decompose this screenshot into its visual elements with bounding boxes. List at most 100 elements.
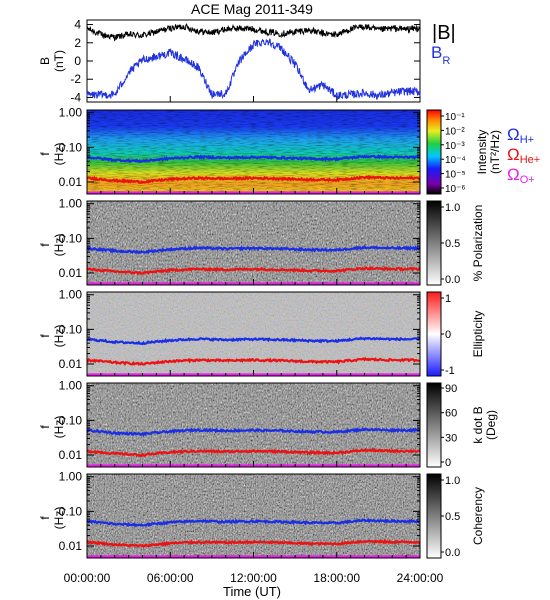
spectrogram-texture-blue bbox=[87, 292, 420, 376]
colorbar-tick-label: 0.5 bbox=[445, 238, 460, 250]
colorbar-unit: (nT²/Hz) bbox=[488, 130, 502, 174]
y-tick-label: 0.01 bbox=[59, 539, 83, 553]
field-y-tick-label: 4 bbox=[74, 18, 81, 32]
x-axis-label: Time (UT) bbox=[223, 584, 281, 599]
colorbar-tick-label: 0 bbox=[445, 329, 451, 341]
colorbar-polarization bbox=[426, 200, 442, 286]
omega-h-line bbox=[87, 336, 420, 346]
field-panel-frame bbox=[86, 19, 421, 103]
y-tick-label: 1.00 bbox=[59, 288, 83, 302]
legend-omega-o-symbol: Ω bbox=[507, 165, 520, 184]
x-tick-label: 06:00:00 bbox=[147, 571, 194, 585]
y-tick-label: 1.00 bbox=[59, 106, 83, 120]
panel-y-unit: (Hz) bbox=[52, 143, 66, 166]
panel-y-label: f bbox=[38, 243, 52, 247]
y-tick-label: 0.01 bbox=[59, 175, 83, 189]
legend-omega-he-sub: He+ bbox=[520, 154, 541, 166]
colorbar-unit: (Deg) bbox=[484, 410, 498, 440]
panel-y-label: f bbox=[38, 516, 52, 520]
colorbar-kdotb bbox=[426, 382, 442, 468]
panel-y-unit: (Hz) bbox=[52, 234, 66, 257]
colorbar-intensity bbox=[426, 109, 442, 195]
field-y-unit: (nT) bbox=[52, 50, 66, 72]
colorbar-ellipticity bbox=[426, 291, 442, 377]
gyro-legend: ΩH+ ΩHe+ ΩO+ bbox=[507, 125, 540, 186]
colorbar-tick-label: 1 bbox=[445, 293, 451, 305]
legend-omega-o-sub: O+ bbox=[520, 174, 535, 186]
chart-title: ACE Mag 2011-349 bbox=[191, 1, 313, 17]
spectral-panel-polarization: 1.00 0.10 0.01 f (Hz) 1.0 0.5 0.0 % Polarization bbox=[38, 197, 485, 286]
x-tick-label: 00:00:00 bbox=[64, 571, 111, 585]
field-y-tick-label: -2 bbox=[70, 72, 81, 86]
spectrogram-polarization bbox=[87, 201, 420, 285]
spectrogram-texture bbox=[87, 110, 420, 194]
spectral-panels: 1.000.100.01f (Hz)10⁻¹10⁻²10⁻³10⁻⁴10⁻⁵10⁻… bbox=[38, 106, 502, 559]
colorbar-tick-label: 30 bbox=[445, 432, 457, 444]
colorbar-tick-label: 10⁻³ bbox=[445, 141, 465, 152]
legend-omega-h-sub: H+ bbox=[520, 134, 534, 146]
field-panel: 420-2-4 B (nT) |B| BR bbox=[38, 18, 456, 105]
omega-he-line bbox=[87, 356, 420, 366]
colorbar-tick-label: 0 bbox=[445, 457, 451, 469]
panel-y-label: f bbox=[38, 152, 52, 156]
field-y-label: B bbox=[38, 57, 52, 65]
omega-h-line bbox=[87, 244, 420, 255]
colorbar-label: Ellipticity bbox=[471, 311, 485, 358]
colorbar-tick-label: 1.0 bbox=[445, 202, 460, 214]
spectral-panel-ellipticity: 1.00 0.10 0.01 f (Hz) 1 0 -1 Ellipticity bbox=[38, 288, 485, 377]
colorbar-label: % Polarization bbox=[471, 205, 485, 282]
colorbar-tick-label: -1 bbox=[445, 365, 455, 377]
y-tick-label: 1.00 bbox=[59, 470, 83, 484]
legend-radial-field: BR bbox=[431, 43, 450, 67]
x-tick-label: 24:00:00 bbox=[397, 571, 444, 585]
y-tick-label: 0.10 bbox=[59, 413, 83, 427]
panel-y-unit: (Hz) bbox=[52, 325, 66, 348]
x-tick-labels: 00:00:00 06:00:00 12:00:00 18:00:00 24:00:00 bbox=[64, 571, 444, 585]
colorbar-label: k dot B bbox=[471, 406, 485, 443]
y-tick-label: 0.10 bbox=[59, 504, 83, 518]
y-tick-label: 0.10 bbox=[59, 140, 83, 154]
omega-he-line bbox=[87, 447, 420, 458]
field-y-tick-label: 2 bbox=[74, 36, 81, 50]
y-tick-label: 1.00 bbox=[59, 379, 83, 393]
legend-radial-sub: R bbox=[442, 55, 450, 67]
colorbar-tick-label: 10⁻⁵ bbox=[445, 170, 466, 181]
field-series-radial bbox=[86, 38, 421, 100]
x-tick-label: 12:00:00 bbox=[230, 571, 277, 585]
field-y-tick-label: 0 bbox=[74, 54, 81, 68]
panel-y-label: f bbox=[38, 334, 52, 338]
y-tick-label: 0.01 bbox=[59, 448, 83, 462]
colorbar-coherency bbox=[426, 473, 442, 559]
y-tick-label: 1.00 bbox=[59, 197, 83, 211]
omega-he-line bbox=[87, 265, 420, 276]
spectrogram-ellipticity bbox=[87, 292, 420, 376]
colorbar-tick-label: 10⁻⁴ bbox=[445, 155, 466, 166]
y-tick-label: 0.01 bbox=[59, 357, 83, 371]
omega-h-line bbox=[87, 517, 420, 528]
field-y-tick-label: -4 bbox=[70, 90, 81, 104]
legend-omega-h-symbol: Ω bbox=[507, 125, 520, 144]
panel-y-label: f bbox=[38, 425, 52, 429]
colorbar-tick-label: 10⁻⁶ bbox=[445, 184, 466, 195]
legend-radial-main: B bbox=[431, 43, 442, 62]
x-tick-label: 18:00:00 bbox=[313, 571, 360, 585]
field-y-ticks: 4 2 0 -2 -4 bbox=[70, 18, 421, 104]
colorbar-tick-label: 0.0 bbox=[445, 547, 460, 559]
field-series-total bbox=[86, 23, 421, 42]
panel-y-unit: (Hz) bbox=[52, 507, 66, 530]
spectrogram-coherency bbox=[87, 474, 420, 558]
spectral-panel-kdotb: 1.00 0.10 0.01 f (Hz) 90 60 30 0 k dot B (Deg) bbox=[38, 379, 498, 469]
y-tick-label: 0.01 bbox=[59, 266, 83, 280]
colorbar-tick-label: 60 bbox=[445, 408, 457, 420]
legend-omega-h: ΩH+ bbox=[507, 125, 534, 146]
spectrogram-texture bbox=[87, 201, 420, 285]
colorbar-tick-label: 1.0 bbox=[445, 475, 460, 487]
colorbar-tick-label: 90 bbox=[445, 383, 457, 395]
spectral-panel-intensity: 1.00 0.10 0.01 f (Hz) 10⁻¹ 10⁻² 10⁻³ 10⁻⁴ 10⁻⁵ 10⁻… bbox=[38, 106, 502, 195]
legend-omega-he-symbol: Ω bbox=[507, 145, 520, 164]
spectral-panel-coherency: 1.00 0.10 0.01 f (Hz) 1.0 0.5 0.0 Coherency bbox=[38, 470, 485, 559]
legend-omega-o: ΩO+ bbox=[507, 165, 535, 186]
y-tick-label: 0.10 bbox=[59, 322, 83, 336]
legend-omega-he: ΩHe+ bbox=[507, 145, 540, 166]
